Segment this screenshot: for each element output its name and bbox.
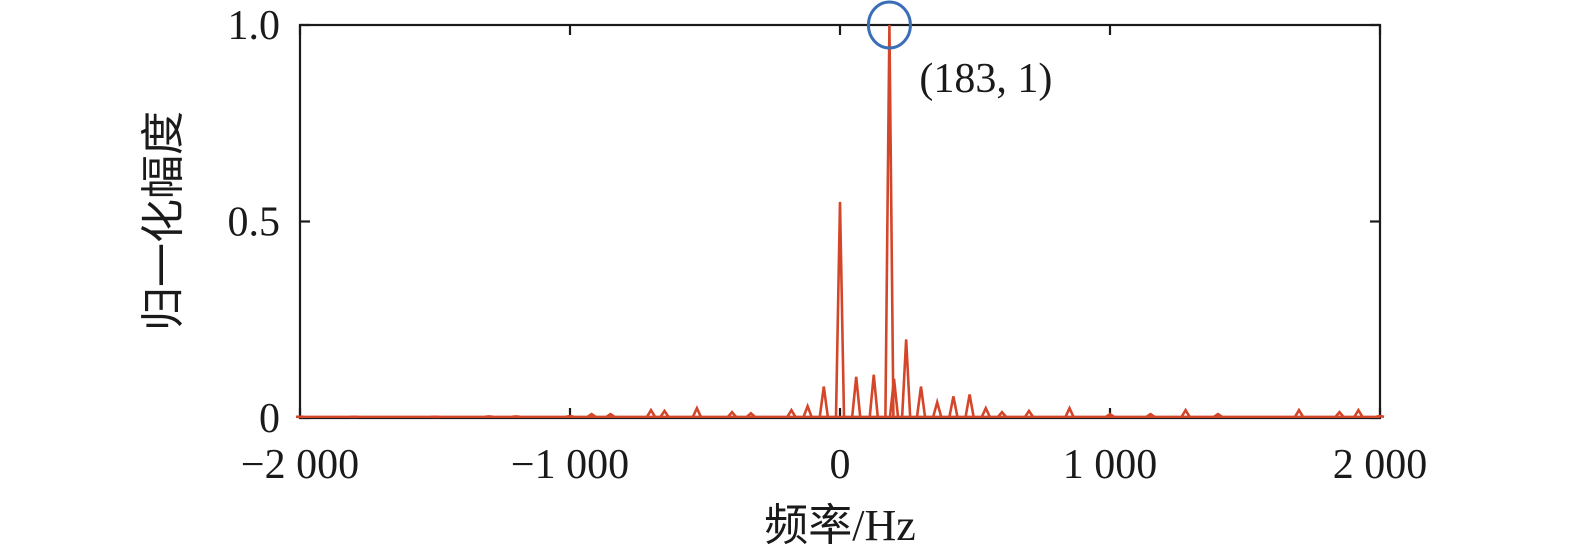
series-spike [1293, 407, 1305, 418]
x-tick-label: −2 000 [241, 442, 359, 488]
series-spike [1353, 407, 1364, 418]
series-layer [296, 24, 1385, 419]
series-spike [727, 410, 737, 418]
series-spike [1213, 412, 1223, 418]
series-spike [586, 412, 597, 418]
series-spike [605, 412, 616, 418]
series-spike [802, 402, 813, 418]
series-spike [645, 407, 657, 418]
series-spike [997, 410, 1007, 418]
x-axis-label: 频率/Hz [764, 501, 916, 550]
series-spike [1145, 412, 1156, 418]
x-axis: −2 000 −1 000 0 1 000 2 000 [241, 25, 1427, 488]
series-spike [868, 374, 880, 417]
series-spike [884, 24, 895, 417]
x-tick-label: −1 000 [511, 442, 629, 488]
series-spike [1064, 405, 1075, 418]
y-axis-label: 归一化幅度 [139, 111, 188, 331]
series-spike [948, 396, 959, 418]
y-tick-label: 1.0 [228, 3, 281, 49]
series-spike [915, 386, 927, 417]
y-axis: 0 0.5 1.0 [228, 3, 1380, 442]
series-spike [565, 414, 575, 419]
series-spike [1105, 412, 1115, 418]
series-spike [659, 408, 670, 418]
series-spike [1180, 407, 1191, 418]
x-tick-label: 1 000 [1063, 442, 1158, 488]
series-spike [1375, 414, 1385, 419]
series-spike [900, 339, 912, 417]
annotation-layer: (183, 1) [866, 0, 1052, 102]
y-tick-label: 0.5 [228, 200, 281, 246]
peak-annotation-label: (183, 1) [919, 56, 1052, 102]
series-spike [888, 378, 900, 417]
series-spike [980, 405, 991, 418]
x-tick-label: 0 [830, 442, 851, 488]
peak-marker-circle [866, 0, 912, 50]
series-spike [931, 397, 943, 418]
y-tick-label: 0 [259, 396, 280, 442]
series-spike [818, 386, 830, 417]
series-spike [964, 394, 975, 418]
series-spike [786, 407, 797, 418]
x-tick-label: 2 000 [1333, 442, 1428, 488]
series-spike [746, 411, 756, 418]
series-spike [691, 405, 703, 418]
series-spike [1334, 410, 1345, 418]
series-spike [850, 376, 862, 417]
series-spike [1023, 408, 1035, 418]
series-spike [834, 201, 846, 417]
